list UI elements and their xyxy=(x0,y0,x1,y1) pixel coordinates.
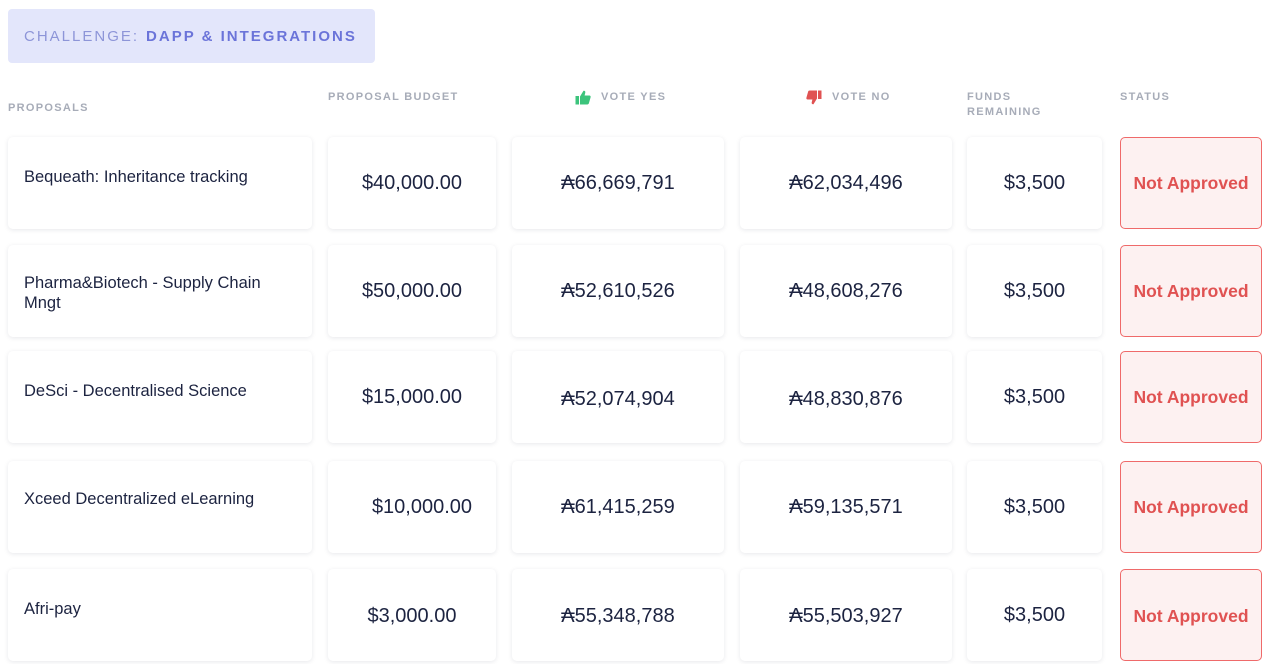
proposal-budget: $15,000.00 xyxy=(328,351,496,443)
vote-yes-amount: ₳66,669,791 xyxy=(512,137,724,229)
status-badge: Not Approved xyxy=(1120,569,1262,661)
proposal-row: Xceed Decentralized eLearning $10,000.00… xyxy=(0,461,1271,553)
proposal-row: DeSci - Decentralised Science $15,000.00… xyxy=(0,351,1271,443)
column-header-vote-no-label: VOTE NO xyxy=(832,91,891,103)
proposal-name[interactable]: Afri-pay xyxy=(8,569,312,661)
status-badge: Not Approved xyxy=(1120,137,1262,229)
funds-remaining: $3,500 xyxy=(967,461,1102,553)
funds-remaining: $3,500 xyxy=(967,137,1102,229)
status-badge: Not Approved xyxy=(1120,351,1262,443)
vote-no-amount: ₳59,135,571 xyxy=(740,461,952,553)
funds-remaining: $3,500 xyxy=(967,569,1102,661)
vote-yes-amount: ₳61,415,259 xyxy=(512,461,724,553)
vote-no-amount: ₳62,034,496 xyxy=(740,137,952,229)
proposal-row: Pharma&Biotech - Supply Chain Mngt $50,0… xyxy=(0,245,1271,337)
thumbs-up-icon xyxy=(575,90,591,105)
vote-yes-amount: ₳52,610,526 xyxy=(512,245,724,337)
thumbs-down-icon xyxy=(806,90,822,105)
vote-no-amount: ₳48,830,876 xyxy=(740,351,952,443)
proposal-name[interactable]: DeSci - Decentralised Science xyxy=(8,351,312,443)
status-badge: Not Approved xyxy=(1120,461,1262,553)
vote-yes-amount: ₳52,074,904 xyxy=(512,351,724,443)
challenge-prefix: CHALLENGE: xyxy=(24,27,140,45)
column-header-proposals: PROPOSALS xyxy=(8,102,89,114)
column-header-funds-remaining: FUNDS REMAINING xyxy=(967,91,1042,118)
proposal-budget: $10,000.00 xyxy=(328,461,496,553)
proposal-name[interactable]: Xceed Decentralized eLearning xyxy=(8,461,312,553)
vote-yes-amount: ₳55,348,788 xyxy=(512,569,724,661)
vote-no-amount: ₳55,503,927 xyxy=(740,569,952,661)
column-header-vote-yes: VOTE YES xyxy=(575,90,666,105)
column-header-budget: PROPOSAL BUDGET xyxy=(328,91,459,103)
vote-no-amount: ₳48,608,276 xyxy=(740,245,952,337)
proposal-budget: $3,000.00 xyxy=(328,569,496,661)
proposal-row: Bequeath: Inheritance tracking $40,000.0… xyxy=(0,137,1271,229)
column-header-status: STATUS xyxy=(1120,91,1171,103)
funds-remaining: $3,500 xyxy=(967,245,1102,337)
funds-remaining: $3,500 xyxy=(967,351,1102,443)
proposal-budget: $40,000.00 xyxy=(328,137,496,229)
status-badge: Not Approved xyxy=(1120,245,1262,337)
proposal-row: Afri-pay $3,000.00 ₳55,348,788 ₳55,503,9… xyxy=(0,569,1271,661)
proposal-name[interactable]: Pharma&Biotech - Supply Chain Mngt xyxy=(8,245,312,337)
challenge-tag: CHALLENGE: DAPP & INTEGRATIONS xyxy=(8,9,375,63)
proposal-name[interactable]: Bequeath: Inheritance tracking xyxy=(8,137,312,229)
column-header-vote-no: VOTE NO xyxy=(806,90,891,105)
column-header-vote-yes-label: VOTE YES xyxy=(601,91,667,103)
proposal-budget: $50,000.00 xyxy=(328,245,496,337)
challenge-name: DAPP & INTEGRATIONS xyxy=(146,27,357,45)
